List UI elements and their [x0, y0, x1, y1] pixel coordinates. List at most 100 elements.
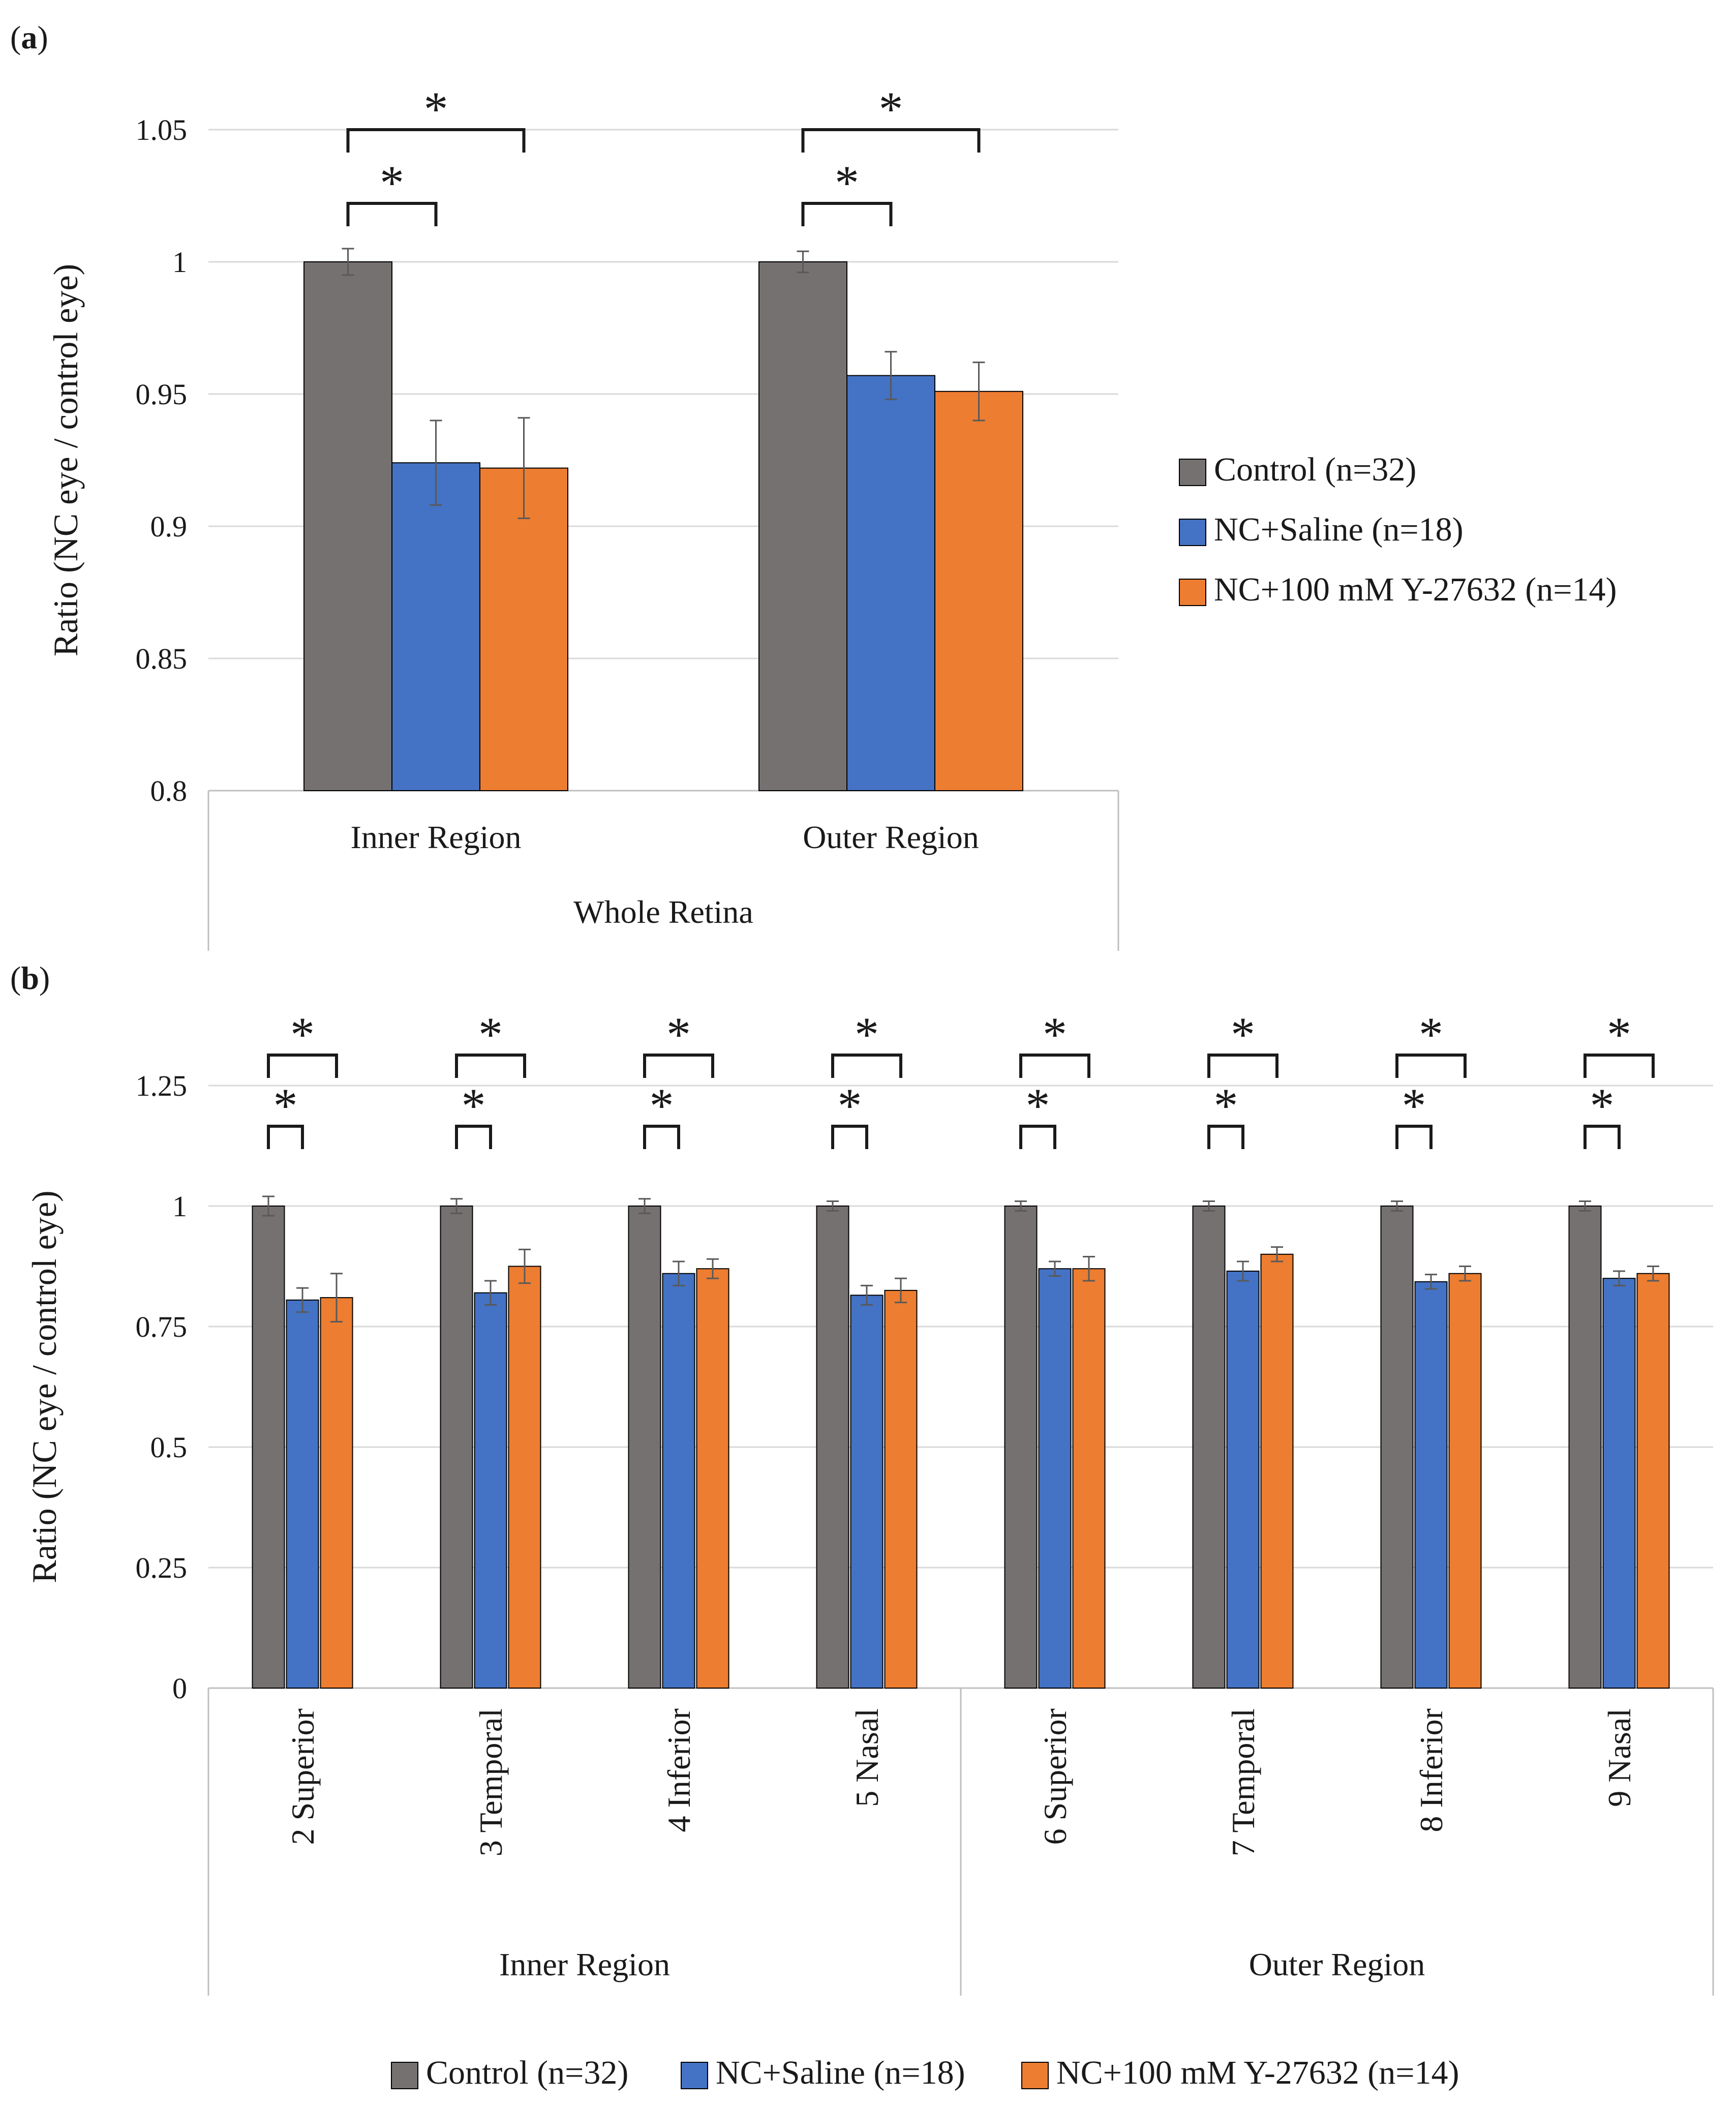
significance-star: * — [380, 156, 404, 210]
significance-bracket — [801, 202, 893, 226]
panel-a-close: ) — [37, 19, 48, 55]
category-label: Inner Region — [351, 819, 522, 855]
y-axis-label: Ratio (NC eye / control eye) — [46, 264, 85, 656]
significance-bracket — [1019, 1125, 1056, 1149]
y-tick-label: 1.25 — [136, 1069, 188, 1102]
bar-control — [628, 1206, 661, 1689]
bar-saline — [1038, 1268, 1072, 1689]
bar-control — [1004, 1206, 1038, 1689]
bar-saline — [391, 462, 480, 791]
significance-star: * — [1419, 1007, 1443, 1062]
significance-bracket — [1583, 1125, 1621, 1149]
significance-star: * — [835, 156, 859, 210]
chart-b: 0 0.25 0.5 0.75 1 1.25 Ratio (NC eye / control… — [25, 1007, 1714, 1996]
panel-a-label: (a) — [10, 19, 48, 55]
significance-star: * — [879, 82, 903, 136]
y-tick-label: 0 — [172, 1672, 187, 1705]
significance-bracket — [831, 1054, 902, 1078]
significance-bracket — [1207, 1125, 1244, 1149]
bar-control — [1380, 1206, 1414, 1689]
category-label: 4 Inferior — [661, 1708, 697, 1832]
legend-label: NC+Saline (n=18) — [716, 2054, 965, 2091]
legend-b: Control (n=32) NC+Saline (n=18) NC+100 mM … — [391, 2054, 1459, 2091]
bar-y27632 — [320, 1297, 353, 1689]
significance-bracket — [1207, 1054, 1278, 1078]
panel-b-label: (b) — [10, 960, 50, 996]
category-label: 8 Inferior — [1413, 1708, 1449, 1832]
y-tick-label: 0.25 — [136, 1551, 188, 1584]
bar-saline — [662, 1273, 695, 1689]
legend-swatch-control — [1179, 459, 1206, 486]
legend-label: Control (n=32) — [1214, 451, 1416, 488]
legend-swatch-y27632 — [1179, 579, 1206, 606]
significance-bracket — [455, 1125, 492, 1149]
panel-b-open: ( — [10, 960, 21, 996]
significance-star: * — [1590, 1078, 1615, 1133]
legend-swatch-y27632 — [1021, 2062, 1049, 2089]
y-axis-label: Ratio (NC eye / control eye) — [25, 1190, 64, 1583]
bar-saline — [474, 1292, 507, 1689]
panel-b-letter: b — [21, 960, 39, 996]
bar-y27632 — [1448, 1273, 1482, 1689]
y-tick-label: 0.85 — [136, 642, 188, 675]
bar-y27632 — [884, 1289, 918, 1689]
significance-bracket — [643, 1054, 714, 1078]
significance-star: * — [424, 82, 448, 136]
legend-swatch-control — [391, 2062, 418, 2089]
significance-star: * — [666, 1007, 691, 1062]
significance-bracket — [267, 1054, 338, 1078]
y-tick-label: 0.95 — [136, 378, 188, 411]
group-label: Outer Region — [1249, 1946, 1425, 1982]
significance-star: * — [1402, 1078, 1426, 1133]
panel-b-close: ) — [39, 960, 50, 996]
category-label: 7 Temporal — [1225, 1708, 1261, 1856]
category-label: 5 Nasal — [849, 1708, 885, 1807]
significance-star: * — [1043, 1007, 1067, 1062]
significance-star: * — [290, 1007, 315, 1062]
significance-bracket — [346, 202, 438, 226]
bar-saline — [286, 1299, 319, 1689]
bar-y27632 — [1072, 1268, 1106, 1689]
category-label: 6 Superior — [1037, 1708, 1073, 1845]
bar-y27632 — [1636, 1273, 1670, 1689]
legend-label: NC+100 mM Y-27632 (n=14) — [1056, 2054, 1459, 2091]
y-tick-label: 0.8 — [150, 774, 188, 807]
bar-y27632 — [934, 390, 1023, 791]
bar-control — [816, 1206, 849, 1689]
bar-saline — [846, 375, 935, 791]
significance-bracket — [346, 128, 526, 153]
bar-saline — [1226, 1270, 1260, 1689]
significance-star: * — [838, 1078, 862, 1133]
significance-bracket — [643, 1125, 680, 1149]
bar-control — [303, 261, 392, 791]
category-label: 9 Nasal — [1601, 1708, 1637, 1807]
bar-saline — [850, 1295, 884, 1689]
group-label: Inner Region — [499, 1946, 670, 1982]
y-tick-label: 0.9 — [150, 510, 188, 543]
category-label: 2 Superior — [285, 1708, 321, 1845]
y-tick-label: 0.75 — [136, 1310, 188, 1343]
significance-bracket — [1583, 1054, 1655, 1078]
significance-star: * — [478, 1007, 503, 1062]
significance-star: * — [1026, 1078, 1050, 1133]
chart-a: 0.8 0.85 0.9 0.95 1 1.05 Ratio (NC eye / contr… — [46, 82, 1119, 951]
bar-y27632 — [1260, 1253, 1294, 1689]
significance-star: * — [273, 1078, 298, 1133]
bar-y27632 — [696, 1268, 729, 1689]
y-tick-label: 1.05 — [136, 113, 188, 146]
bar-saline — [1414, 1281, 1448, 1689]
bar-control — [1568, 1206, 1602, 1689]
significance-bracket — [455, 1054, 526, 1078]
significance-bracket — [1019, 1054, 1090, 1078]
bar-y27632 — [479, 467, 568, 791]
y-tick-label: 1 — [172, 1190, 187, 1223]
significance-star: * — [1214, 1078, 1238, 1133]
panel-a-letter: a — [21, 19, 37, 55]
legend-swatch-saline — [681, 2062, 708, 2089]
y-tick-label: 1 — [172, 246, 187, 279]
category-label: 3 Temporal — [473, 1708, 509, 1856]
legend-label: NC+Saline (n=18) — [1214, 511, 1464, 548]
legend-label: Control (n=32) — [426, 2054, 628, 2091]
bar-control — [1192, 1206, 1226, 1689]
significance-star: * — [1607, 1007, 1631, 1062]
